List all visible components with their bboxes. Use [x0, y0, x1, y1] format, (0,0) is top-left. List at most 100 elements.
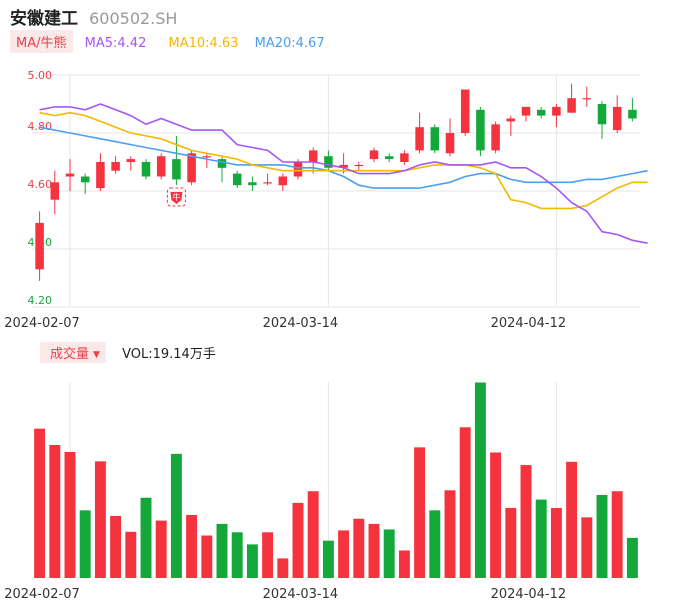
candle-body [415, 127, 424, 151]
candle-body [536, 109, 546, 116]
ma10-line [39, 111, 648, 210]
volume-bar [201, 535, 213, 578]
volume-bar [307, 491, 319, 578]
x-tick-label: 2024-04-12 [491, 587, 567, 602]
volume-bar [474, 382, 486, 578]
volume-bar [125, 531, 137, 578]
volume-legend: 成交量 ▼ VOL:19.14万手 [40, 342, 216, 363]
volume-bar [459, 427, 471, 578]
volume-bar [246, 544, 258, 578]
volume-bar [170, 453, 182, 578]
candle-body [430, 127, 440, 151]
volume-bar [398, 550, 410, 578]
volume-bar [535, 499, 547, 578]
candle-body [232, 173, 242, 186]
candle-body [400, 153, 409, 162]
volume-bar [34, 428, 46, 578]
candle-body [35, 222, 44, 270]
ma5-label: MA5:4.42 [84, 36, 147, 51]
volume-bar [520, 465, 532, 578]
bull-marker-frame [166, 187, 186, 207]
candle-body [263, 182, 272, 184]
candle-body [628, 109, 637, 119]
candle-body [126, 159, 136, 162]
volume-indicator-button[interactable]: 成交量 ▼ [40, 342, 106, 363]
volume-bar [626, 537, 638, 578]
x-tick-label: 2024-03-14 [263, 587, 339, 602]
volume-bar [49, 445, 61, 578]
candle-body [156, 156, 166, 177]
candle-body [65, 173, 75, 177]
candle-body [293, 162, 303, 177]
volume-bar [322, 540, 334, 578]
volume-bar [155, 520, 167, 578]
candle-body [141, 162, 151, 177]
volume-chart[interactable]: 2024-02-07 2024-03-14 2024-04-12 [0, 362, 686, 606]
volume-bar [79, 510, 91, 578]
volume-tag-label: 成交量 [50, 347, 90, 362]
volume-bar [262, 532, 274, 578]
candle-body [567, 98, 576, 113]
ma5-line [39, 103, 648, 244]
volume-bar [292, 502, 304, 578]
candle-body [96, 162, 105, 189]
candle-body [172, 159, 181, 180]
candle-body [308, 150, 318, 162]
candle-body [339, 164, 348, 168]
candle-body [445, 133, 455, 154]
volume-bar [444, 490, 456, 578]
volume-bar [596, 494, 608, 578]
ma-indicator-button[interactable]: MA/牛熊 [10, 30, 73, 53]
ma-legend: MA/牛熊 MA5:4.42 MA10:4.63 MA20:4.67 [10, 30, 325, 53]
candle-body [521, 106, 531, 116]
volume-bar [140, 497, 152, 578]
volume-bar [550, 508, 562, 578]
volume-bar [429, 510, 441, 578]
y-tick-label: 5.00 [28, 69, 53, 82]
candle-body [354, 164, 364, 167]
x-tick-label: 2024-02-07 [4, 316, 80, 330]
volume-bar [566, 461, 578, 578]
y-tick-label: 4.60 [28, 178, 53, 191]
volume-value-label: VOL:19.14万手 [122, 347, 216, 362]
x-tick-label: 2024-04-12 [491, 316, 567, 330]
bull-shield-icon [170, 192, 183, 204]
candle-body [80, 176, 90, 183]
candle-body [111, 162, 120, 171]
candle-body [384, 156, 394, 160]
candle-body [582, 98, 592, 100]
candle-body [50, 182, 60, 200]
stock-code: 600502.SH [89, 9, 178, 28]
candle-body [476, 109, 485, 151]
candle-body [248, 182, 257, 186]
candle-body [552, 106, 561, 116]
volume-bar [611, 491, 623, 578]
volume-bar [414, 447, 426, 578]
x-tick-label: 2024-03-14 [263, 316, 339, 330]
caret-down-icon: ▼ [93, 350, 100, 360]
candle-body [187, 153, 196, 183]
volume-bar [505, 508, 517, 578]
price-chart[interactable]: 5.004.804.604.404.202024-02-072024-03-14… [0, 60, 686, 330]
candle-body [460, 89, 470, 133]
candle-body [324, 156, 333, 168]
candle-body [597, 104, 607, 125]
ma20-label: MA20:4.67 [254, 36, 325, 51]
volume-bar [490, 452, 502, 578]
volume-bar [581, 517, 593, 578]
candle-body [217, 159, 227, 168]
ma10-label: MA10:4.63 [168, 36, 239, 51]
candle-body [369, 150, 379, 160]
volume-bar [353, 518, 365, 578]
candle-body [278, 176, 288, 186]
candle-body [491, 124, 500, 151]
volume-bar [216, 523, 228, 578]
ma20-line [39, 126, 648, 189]
bull-marker-label: 牛 [172, 192, 180, 202]
volume-bar [64, 452, 76, 578]
volume-bar [110, 515, 122, 578]
stock-header: 安徽建工 600502.SH [10, 4, 178, 29]
candle-body [506, 118, 516, 122]
y-tick-label: 4.20 [28, 294, 53, 307]
candle-body [612, 106, 622, 131]
